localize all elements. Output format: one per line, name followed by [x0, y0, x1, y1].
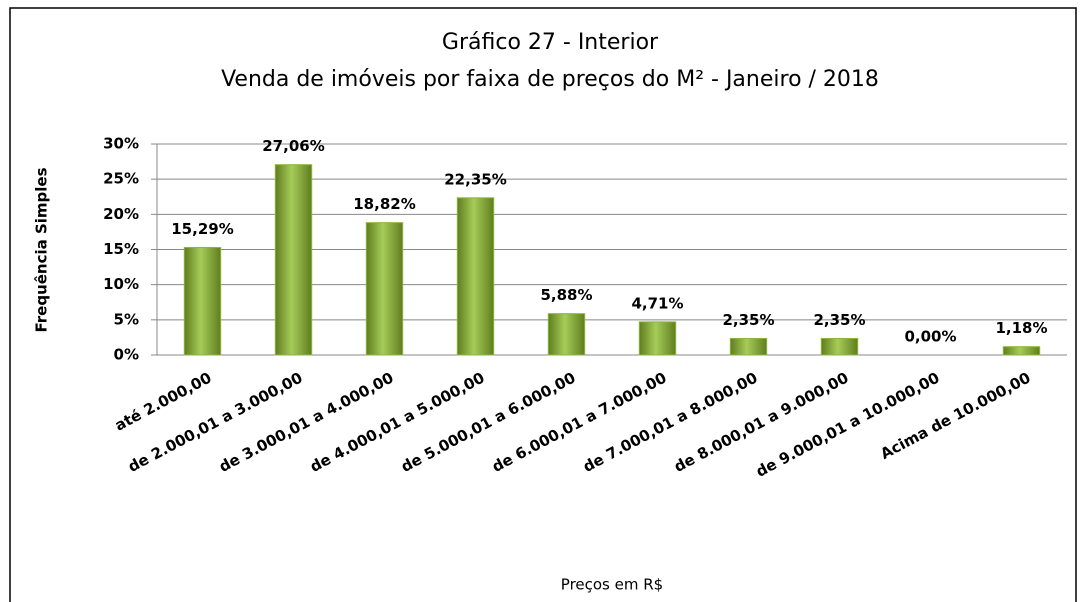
- bar: [1002, 346, 1041, 356]
- data-label: 1,18%: [995, 319, 1047, 337]
- x-axis-label: Preços em R$: [561, 576, 663, 594]
- data-label: 18,82%: [353, 195, 415, 213]
- bar: [365, 222, 404, 356]
- data-label: 4,71%: [631, 294, 683, 312]
- y-tick-label: 10%: [103, 275, 139, 293]
- bar: [547, 313, 586, 356]
- chart-frame: [9, 7, 1077, 602]
- bar: [456, 197, 495, 356]
- bar: [274, 164, 313, 356]
- chart-title: Gráfico 27 - Interior: [442, 30, 659, 55]
- y-tick-label: 15%: [103, 240, 139, 258]
- chart-subtitle: Venda de imóveis por faixa de preços do …: [221, 67, 879, 92]
- y-tick-label: 5%: [114, 310, 139, 328]
- data-label: 22,35%: [444, 170, 506, 188]
- data-label: 5,88%: [540, 286, 592, 304]
- y-tick-label: 30%: [103, 135, 139, 153]
- bar: [638, 321, 677, 356]
- y-tick-label: 25%: [103, 170, 139, 188]
- bar: [820, 337, 859, 356]
- y-tick-label: 20%: [103, 205, 139, 223]
- data-label: 2,35%: [813, 311, 865, 329]
- data-label: 15,29%: [171, 220, 233, 238]
- y-axis-label: Frequência Simples: [33, 167, 51, 332]
- data-label: 27,06%: [262, 137, 324, 155]
- data-label: 0,00%: [904, 328, 956, 346]
- data-label: 2,35%: [722, 311, 774, 329]
- y-tick-label: 0%: [114, 346, 139, 364]
- bar: [183, 246, 222, 356]
- bar: [729, 337, 768, 356]
